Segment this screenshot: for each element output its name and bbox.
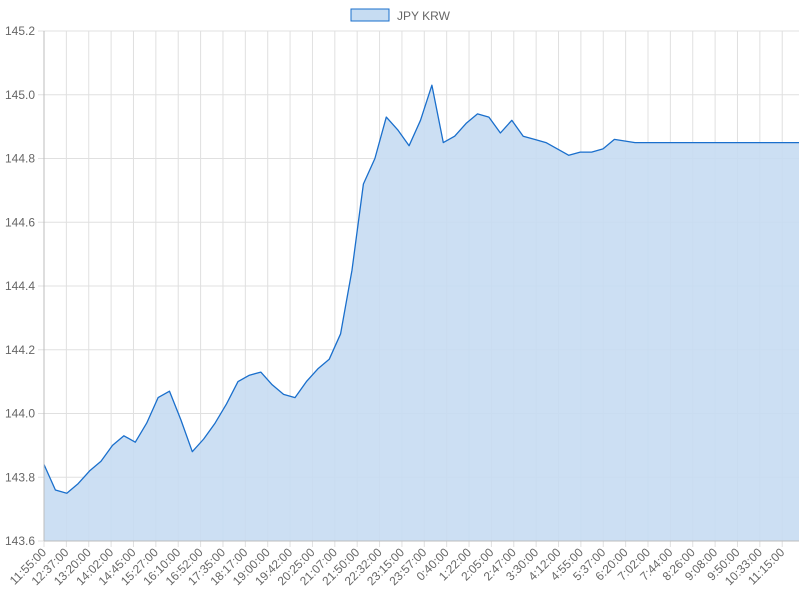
y-tick-label: 143.8 bbox=[5, 470, 35, 484]
y-tick-label: 145.0 bbox=[5, 88, 35, 102]
legend-swatch-jpy-krw[interactable] bbox=[350, 8, 390, 22]
y-tick-label: 144.6 bbox=[5, 215, 35, 229]
y-tick-label: 145.2 bbox=[5, 24, 35, 38]
legend-label-jpy-krw[interactable]: JPY KRW bbox=[397, 9, 451, 23]
y-tick-label: 143.6 bbox=[5, 534, 35, 548]
series-area-fill-jpy-krw bbox=[44, 85, 799, 541]
series-line-jpy-krw bbox=[43, 84, 799, 494]
y-tick-label: 144.4 bbox=[5, 279, 35, 293]
y-tick-label: 144.8 bbox=[5, 152, 35, 166]
series-area bbox=[43, 84, 799, 541]
y-tick-label: 144.2 bbox=[5, 343, 35, 357]
legend[interactable]: JPY KRW bbox=[350, 8, 451, 23]
y-tick-label: 144.0 bbox=[5, 407, 35, 421]
